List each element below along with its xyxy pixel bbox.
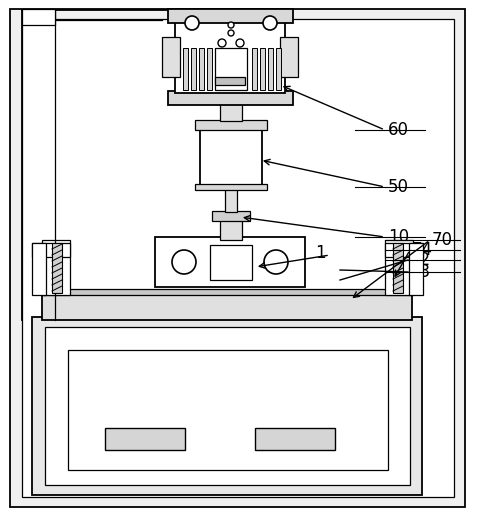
Text: 72: 72 (410, 251, 431, 269)
Bar (22, 19, 454, 497)
Bar (207, 48, 212, 90)
Bar (191, 48, 196, 90)
Text: 60: 60 (388, 121, 409, 139)
Bar (199, 48, 204, 90)
Bar (22, 9, 55, 25)
Circle shape (218, 39, 226, 47)
Bar (255, 428, 335, 450)
Text: 73: 73 (410, 263, 431, 281)
Bar (42, 240, 70, 295)
Bar (215, 77, 245, 85)
Bar (200, 127, 262, 187)
Bar (215, 48, 247, 90)
Bar (260, 48, 265, 90)
Bar (215, 48, 220, 90)
Bar (212, 211, 250, 221)
Circle shape (228, 30, 234, 36)
Bar (168, 9, 293, 23)
Bar (52, 243, 62, 293)
Circle shape (185, 16, 199, 30)
Bar (393, 243, 403, 293)
Bar (32, 243, 70, 257)
Text: 1: 1 (315, 244, 325, 262)
Bar (105, 428, 185, 450)
Bar (45, 327, 410, 485)
Bar (276, 48, 281, 90)
Bar (195, 120, 267, 130)
Bar (32, 317, 422, 495)
Bar (162, 37, 180, 77)
Text: 74: 74 (412, 241, 433, 259)
Bar (155, 237, 305, 287)
Bar (252, 48, 257, 90)
Circle shape (264, 250, 288, 274)
Bar (385, 243, 423, 257)
Bar (42, 289, 412, 295)
Text: 10: 10 (388, 228, 409, 246)
Bar (225, 184, 237, 212)
Bar (220, 103, 242, 121)
Bar (68, 350, 388, 470)
Bar (280, 37, 298, 77)
Bar (42, 292, 412, 320)
Bar (32, 243, 46, 295)
Bar (409, 243, 423, 295)
Circle shape (263, 16, 277, 30)
Bar (210, 245, 252, 280)
Bar (195, 184, 267, 190)
Bar (385, 240, 413, 295)
Bar (175, 19, 285, 93)
Text: 70: 70 (432, 231, 453, 249)
Bar (268, 48, 273, 90)
Bar (168, 91, 293, 105)
Bar (183, 48, 188, 90)
Circle shape (236, 39, 244, 47)
Bar (220, 218, 242, 240)
Circle shape (228, 22, 234, 28)
Circle shape (172, 250, 196, 274)
Text: 50: 50 (388, 178, 409, 196)
